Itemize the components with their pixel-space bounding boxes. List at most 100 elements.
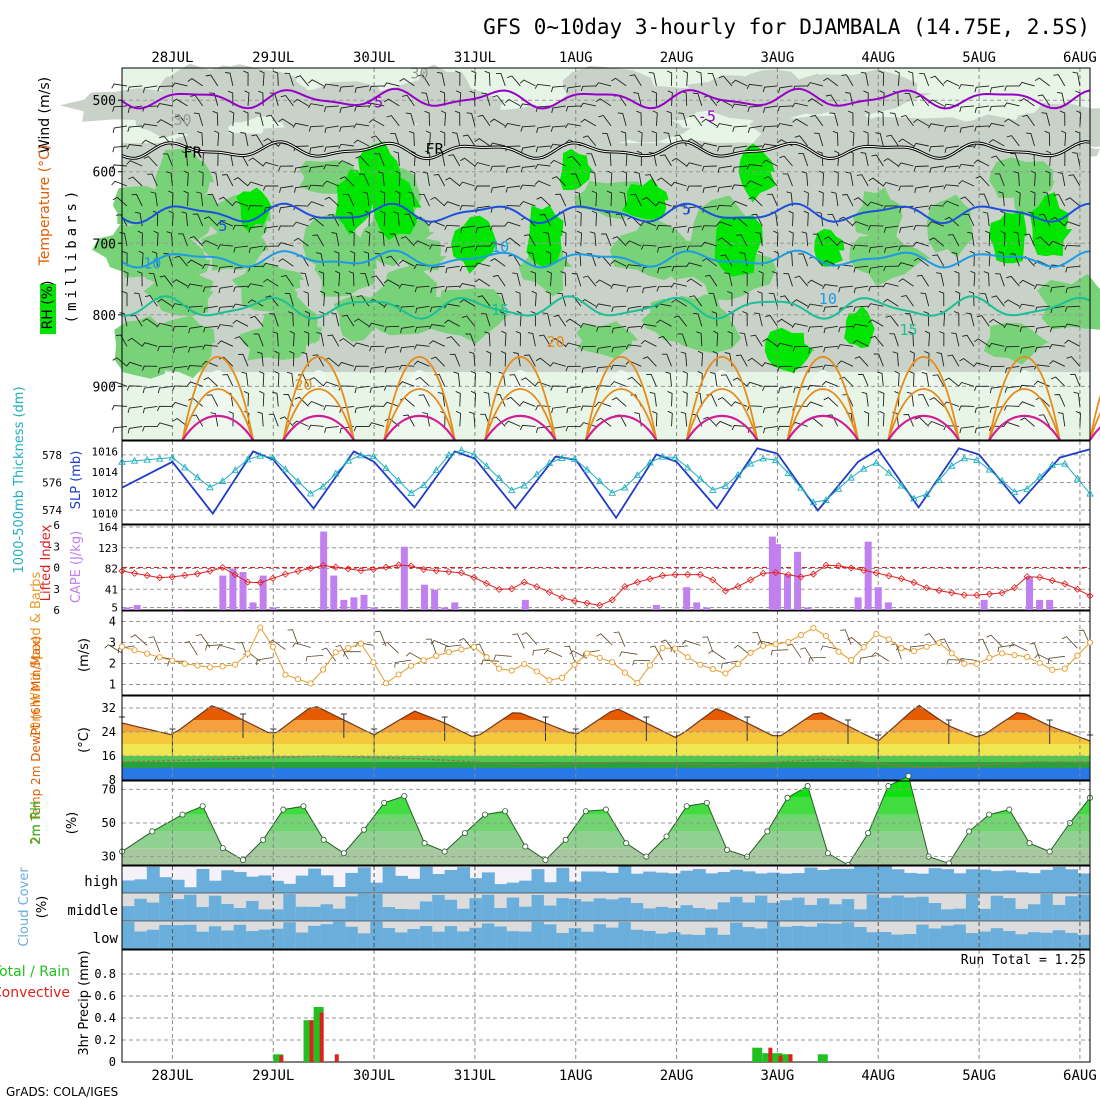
wind-barb [168, 190, 174, 207]
thickness-point [507, 486, 516, 494]
bottom-date-label: 2AUG [660, 1068, 694, 1084]
wind-barb [904, 312, 914, 327]
wind-barb [341, 314, 355, 327]
cloud-bar [184, 924, 197, 949]
cloud-bar [655, 933, 669, 949]
thickness-point [168, 453, 177, 461]
ylabel-temp2m-unit: (°C) [77, 727, 92, 753]
wind-barb [233, 245, 249, 253]
wind-series [104, 624, 1094, 687]
wind-barb [279, 185, 294, 193]
top-date-labels: 28JUL 29JUL 30JUL 31JUL 1AUG 2AUG 3AUG 4AUG 5AUG… [151, 50, 1096, 66]
wind-barb [551, 105, 566, 113]
wind10-point [470, 643, 478, 650]
wind-barb [333, 290, 340, 307]
contour-plus20 [1089, 394, 1100, 441]
wind-barb [272, 331, 279, 347]
cloud-bar [419, 901, 433, 921]
contour-plus30 [584, 414, 658, 441]
cloud-bar [444, 926, 458, 949]
pressure-tick-label: 600 [93, 166, 116, 181]
rh2m-point [340, 850, 347, 857]
wind-barb [951, 332, 960, 347]
wind-barb [806, 401, 823, 407]
wind-barb [353, 425, 370, 432]
wind-barb [398, 259, 415, 267]
wind-barb [368, 422, 385, 428]
cloud-bar [692, 934, 706, 949]
wind-barb [610, 283, 627, 289]
contour-plus25 [1089, 412, 1100, 441]
wind-barb [401, 94, 415, 107]
li-point [558, 594, 566, 602]
li-point [973, 591, 981, 599]
ylabel-wind10m: 10m Wind Speed & Barbs [29, 572, 44, 739]
wind-barb [822, 284, 838, 290]
wind-barb [914, 185, 929, 193]
wind-barb [157, 405, 173, 412]
wind-barb [389, 233, 400, 247]
wind-barb [1003, 323, 1020, 329]
cloud-bar [1065, 869, 1079, 893]
cloud-bar [568, 881, 582, 893]
wind-barb [565, 365, 581, 372]
wind-barb [1003, 102, 1020, 108]
wind-barb [183, 170, 189, 187]
wind-barb [400, 325, 415, 334]
wind-barb [645, 174, 657, 187]
wind-barb [171, 82, 188, 88]
wind-barb [1064, 323, 1080, 329]
slp-tick-label: 1014 [92, 466, 119, 479]
cape-bar [884, 602, 892, 610]
li-point [193, 570, 201, 578]
cloud-bar [196, 931, 210, 949]
wind-barb [746, 381, 763, 387]
wind-barb [474, 278, 491, 287]
wind10-point [420, 657, 427, 664]
wind-barb [330, 312, 340, 327]
wind-barb [913, 118, 929, 127]
cloud-bar [581, 901, 595, 921]
cloud-bar [593, 898, 607, 921]
top-date-label: 31JUL [454, 50, 496, 66]
cloud-bar [655, 906, 669, 921]
wind-barb [1030, 190, 1036, 207]
wind-barb [542, 312, 551, 327]
cape-tick-label: 164 [98, 521, 118, 534]
thickness-point [1035, 472, 1044, 480]
cape-bar [173, 608, 181, 610]
wind-barb [1009, 253, 1020, 267]
contour-plus20 [786, 355, 859, 441]
wind-barb [318, 270, 325, 287]
precip-conv-bar [279, 1055, 284, 1062]
wind-barb [209, 92, 219, 107]
label-minus5: -5 [698, 108, 716, 126]
wind-barb [670, 181, 687, 187]
wind-barb [914, 416, 930, 427]
li-point [621, 583, 629, 591]
wind-barb [218, 305, 233, 313]
cloud-bar [246, 931, 260, 949]
wind-barb [634, 171, 642, 187]
wind-barb [527, 252, 536, 267]
cape-bar [1036, 599, 1044, 610]
temp-tick-label: 32 [102, 701, 116, 715]
cloud-bar [208, 880, 222, 893]
thickness-point [746, 459, 755, 467]
wind-barb [323, 405, 339, 411]
wind-barb [848, 110, 854, 126]
cloud-bar [543, 924, 557, 949]
wind-barb [368, 405, 385, 411]
rh2m-point [784, 794, 791, 801]
wind-barb [596, 417, 612, 427]
cloud-bar [519, 880, 533, 893]
cloud-bar [965, 894, 979, 921]
wind-barb [739, 332, 748, 347]
wind10-barb [1009, 643, 1028, 652]
wind10-point [357, 640, 364, 647]
wind-barb [500, 350, 507, 367]
cloud-bar [1052, 866, 1066, 893]
upper-wind-barbs [111, 70, 1082, 434]
wind-barb [747, 125, 763, 133]
